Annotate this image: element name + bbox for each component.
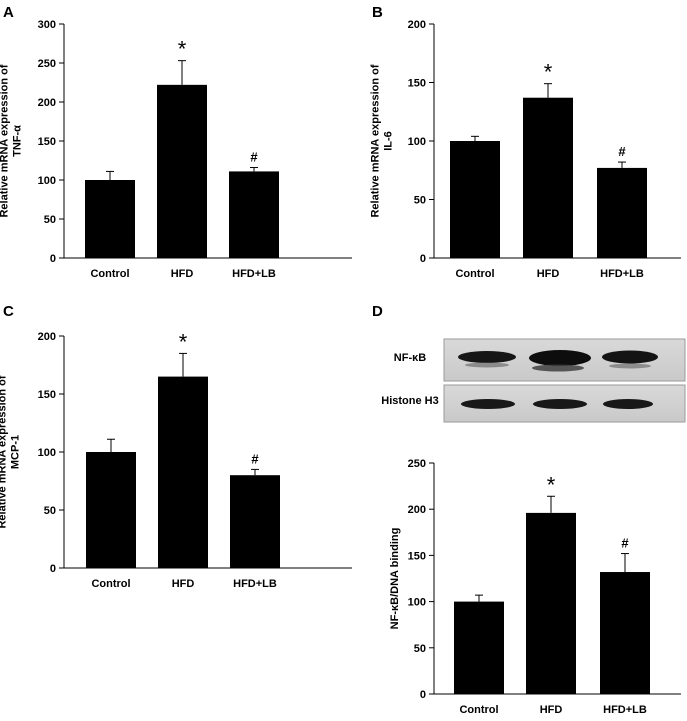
panel-label-d: D: [372, 303, 383, 320]
significance-star: *: [547, 472, 556, 497]
y-tick-label: 0: [420, 253, 426, 265]
y-tick-label: 0: [50, 563, 56, 575]
x-tick-label: HFD: [172, 578, 195, 590]
bar: [597, 167, 647, 258]
y-tick-label: 50: [414, 195, 426, 207]
chart-il-6: 0 50 100 150 200 Relative mRNA expression of I…: [370, 19, 681, 280]
y-axis-title: Relative mRNA expression of: [0, 64, 11, 217]
y-tick-label: 150: [408, 550, 426, 562]
y-tick-label: 100: [408, 136, 426, 148]
panel-label-a: A: [3, 4, 14, 21]
y-tick-label: 0: [50, 253, 56, 265]
bar: [454, 601, 504, 694]
significance-star: *: [178, 37, 187, 62]
chart-tnf-alpha: 0 50 100 150 200 250 300 Relative mRNA expressi…: [0, 19, 352, 280]
chart-nfkb-dna-binding: 0 50 100 150 200 250 NF-κB/DNA binding Control *…: [389, 458, 681, 716]
y-tick-label: 250: [38, 58, 56, 70]
y-tick-label: 0: [420, 689, 426, 701]
y-tick-label: 150: [408, 78, 426, 90]
panel-label-c: C: [3, 303, 14, 320]
blot-band-nfkb-hfd-shadow: [532, 364, 584, 372]
y-axis-title: TNF-α: [12, 125, 24, 157]
x-tick-label: HFD+LB: [232, 268, 276, 280]
blot-band-h3-hfd: [533, 399, 587, 409]
blot-band-nfkb-hfd: [529, 350, 591, 366]
y-axis-title: Relative mRNA expression of: [0, 375, 9, 528]
y-axis-title: MCP-1: [10, 435, 22, 469]
y-axis-title: Relative mRNA expression of: [370, 64, 382, 217]
y-tick-label: 200: [408, 19, 426, 31]
blot-row-label-nfkb: NF-κB: [394, 352, 426, 364]
y-tick-label: 200: [38, 97, 56, 109]
bar: [86, 452, 136, 568]
x-tick-label: HFD+LB: [233, 578, 277, 590]
y-tick-label: 100: [408, 597, 426, 609]
bar: [230, 475, 280, 568]
bar: [600, 572, 650, 694]
significance-star: *: [544, 60, 553, 85]
bar: [523, 97, 573, 259]
x-tick-label: Control: [91, 578, 130, 590]
bar: [157, 84, 207, 258]
bar: [526, 512, 576, 694]
y-axis-title: NF-κB/DNA binding: [389, 528, 401, 630]
x-tick-label: Control: [90, 268, 129, 280]
x-tick-label: HFD: [171, 268, 194, 280]
y-tick-label: 50: [414, 643, 426, 655]
significance-hash: #: [621, 536, 629, 551]
blot-band-h3-hfd-lb: [603, 399, 653, 409]
y-tick-label: 250: [408, 458, 426, 470]
blot-band-nfkb-control: [458, 351, 516, 363]
y-tick-label: 150: [38, 136, 56, 148]
y-tick-label: 50: [44, 505, 56, 517]
chart-mcp-1: 0 50 100 150 200 Relative mRNA expression ofM…: [0, 329, 352, 590]
significance-hash: #: [618, 144, 626, 159]
x-tick-label: Control: [459, 704, 498, 716]
blot-row-label-histone-h3: Histone H3: [381, 395, 438, 407]
x-tick-label: HFD+LB: [600, 268, 644, 280]
x-tick-label: Control: [455, 268, 494, 280]
bar: [85, 180, 135, 258]
x-tick-label: HFD+LB: [603, 704, 647, 716]
bar: [229, 171, 279, 258]
y-tick-label: 200: [408, 504, 426, 516]
blot-band-nfkb-hfd-lb-shadow: [609, 363, 651, 369]
y-tick-label: 200: [38, 331, 56, 343]
bar: [158, 376, 208, 568]
blot-band-nfkb-hfd-lb: [602, 350, 658, 364]
y-tick-label: 50: [44, 214, 56, 226]
y-tick-label: 100: [38, 447, 56, 459]
y-tick-label: 100: [38, 175, 56, 187]
significance-hash: #: [250, 150, 258, 165]
significance-star: *: [179, 329, 188, 354]
panel-label-b: B: [372, 4, 383, 21]
blot-band-h3-control: [461, 399, 515, 409]
bar: [450, 141, 500, 258]
x-tick-label: HFD: [537, 268, 560, 280]
y-tick-label: 300: [38, 19, 56, 31]
significance-hash: #: [251, 451, 259, 466]
y-axis-title: IL-6: [383, 131, 395, 151]
y-tick-label: 150: [38, 389, 56, 401]
blot-band-nfkb-control-shadow: [465, 362, 509, 368]
western-blot: NF-κB Histone H3: [381, 338, 686, 423]
x-tick-label: HFD: [540, 704, 563, 716]
